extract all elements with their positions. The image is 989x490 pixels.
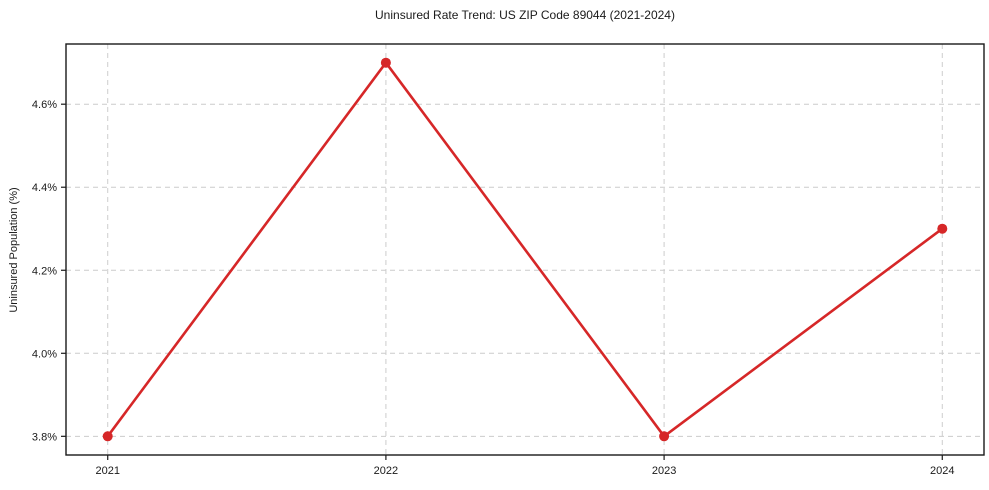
y-tick-label: 4.2% xyxy=(32,265,57,277)
x-tick-label: 2023 xyxy=(652,465,676,477)
plot-border xyxy=(65,43,985,456)
data-point-2021 xyxy=(102,431,113,442)
data-point-2022 xyxy=(380,57,391,68)
y-tick-label: 3.8% xyxy=(32,431,57,443)
x-tick-label: 2024 xyxy=(930,465,954,477)
y-tick-label: 4.4% xyxy=(32,182,57,194)
y-tick-label: 4.0% xyxy=(32,348,57,360)
y-tick-label: 4.6% xyxy=(32,99,57,111)
data-point-2024 xyxy=(937,223,948,234)
x-tick-label: 2022 xyxy=(374,465,398,477)
data-point-2023 xyxy=(659,431,670,442)
trend-line xyxy=(106,61,944,438)
chart-title: Uninsured Rate Trend: US ZIP Code 89044 … xyxy=(375,8,675,22)
x-tick-label: 2021 xyxy=(95,465,119,477)
